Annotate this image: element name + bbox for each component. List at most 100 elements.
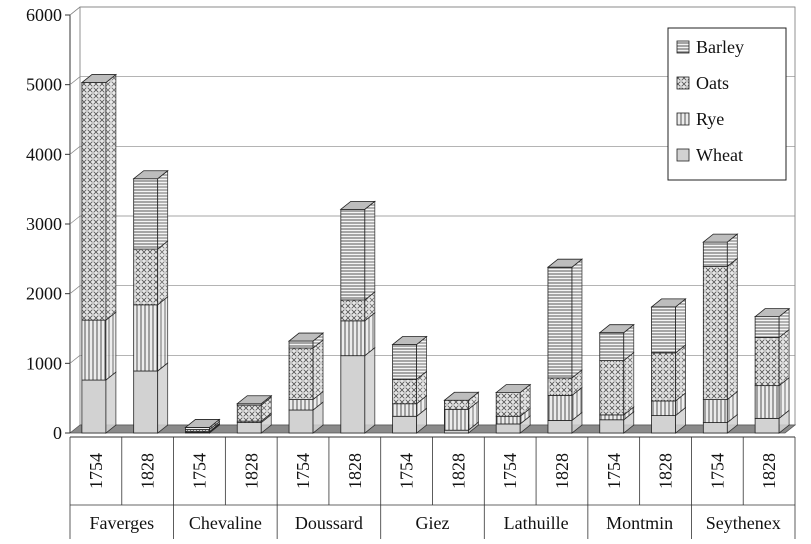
bar-stack (598, 323, 635, 434)
y-tick-label: 0 (53, 423, 62, 443)
bar-segment-rye (702, 399, 728, 423)
y-axis: 0 1000 2000 3000 4000 5000 6000 (26, 5, 70, 443)
floor (68, 424, 797, 434)
bar-segment-wheat (340, 355, 366, 434)
bar-segment-rye (288, 399, 314, 411)
x-group-label: Doussard (295, 513, 363, 533)
x-category-label: 1754 (293, 453, 313, 489)
bar-segment-wheat (236, 422, 262, 434)
bar-segment-oats (651, 352, 676, 402)
bar-stack (546, 258, 584, 434)
y-tick-label: 3000 (26, 214, 62, 234)
bar-segment-rye (495, 415, 521, 425)
bar-segment-oats (443, 399, 469, 410)
x-category-label: 1754 (500, 453, 520, 489)
gridline-side (69, 146, 81, 155)
bar-side-barley (675, 298, 686, 354)
bar-segment-wheat (443, 429, 469, 434)
bar-segment-oats (340, 299, 366, 322)
bar-side-rye (105, 311, 117, 381)
bar-segment-rye (547, 394, 573, 421)
bar-side-barley (571, 258, 583, 379)
bar-segment-oats (392, 378, 418, 405)
gridline-side (69, 6, 81, 16)
bar-segment-rye (133, 304, 159, 372)
bar-segment-rye (340, 320, 366, 357)
bar-side-oats (157, 240, 169, 306)
legend-swatch-barley (676, 40, 690, 54)
bar-top (702, 233, 739, 243)
legend: Barley Oats Rye Wheat (667, 27, 787, 181)
bar-side-oats (623, 351, 635, 416)
bar-segment-oats (236, 404, 262, 422)
x-category-label: 1828 (552, 453, 572, 489)
legend-swatch-rye (676, 112, 690, 126)
legend-label-rye: Rye (696, 109, 724, 129)
x-category-label: 1754 (189, 453, 209, 489)
x-axis: 1754 1828 1754 1828 1754 1828 1754 1828 1754 1828… (69, 436, 796, 539)
bar-segment-wheat (392, 415, 418, 434)
gridline-side (69, 215, 81, 225)
bar-side-wheat (105, 371, 117, 434)
bar-top (236, 395, 273, 405)
bar-top (753, 308, 791, 318)
bar-top (598, 324, 635, 334)
bar-segment-barley (599, 332, 625, 361)
bar-top (650, 298, 687, 308)
bar-segment-wheat (288, 409, 314, 434)
bar-segment-barley (651, 306, 676, 354)
x-category-label: 1754 (707, 453, 727, 489)
bar-side-oats (778, 328, 790, 387)
bar-segment-oats (495, 392, 521, 417)
bar-top (443, 391, 480, 401)
bar-top (287, 332, 325, 342)
bar-segment-rye (443, 408, 469, 431)
bar-side-barley (157, 169, 169, 250)
x-group-label: Chevaline (189, 513, 262, 533)
bar-stack (132, 169, 169, 434)
x-group-label: Montmin (606, 513, 673, 533)
legend-label-wheat: Wheat (696, 145, 743, 165)
bar-stack (80, 73, 118, 434)
bar-segment-wheat (133, 370, 159, 434)
x-category-label: 1754 (397, 453, 417, 489)
y-tick-label: 2000 (26, 284, 62, 304)
bar-segment-barley (288, 340, 314, 349)
bar-segment-barley (547, 266, 573, 379)
bar-stack (339, 200, 376, 434)
bar-segment-oats (754, 337, 780, 387)
bar-segment-oats (81, 82, 107, 321)
y-tick-label: 4000 (26, 144, 62, 164)
y-tick-label: 5000 (26, 75, 62, 95)
bar-stack (287, 332, 325, 434)
bar-segment-barley (133, 178, 159, 250)
bar-top (80, 74, 118, 83)
bar-segment-wheat (81, 379, 107, 434)
x-group-label: Giez (416, 513, 450, 533)
gridline-side (69, 76, 81, 85)
gridline-side (69, 355, 81, 364)
bar-segment-barley (754, 316, 780, 338)
bar-segment-oats (702, 266, 728, 400)
x-group-label: Seythenex (706, 513, 781, 533)
bar-top (495, 384, 532, 393)
bar-segment-rye (392, 403, 418, 417)
bar-side-oats (312, 339, 324, 401)
x-category-label: 1754 (86, 453, 106, 489)
legend-swatch-wheat (676, 148, 690, 162)
legend-swatch-oats (676, 76, 690, 90)
bar-stack (391, 335, 428, 434)
bar-segment-wheat (702, 422, 728, 434)
bar-side-wheat (364, 346, 376, 434)
bar-stack (702, 233, 739, 434)
bar-segment-oats (599, 360, 625, 416)
bar-segment-oats (288, 347, 314, 400)
bar-segment-oats (133, 248, 159, 306)
bar-segment-wheat (599, 419, 625, 434)
bar-top (391, 336, 428, 345)
bar-segment-rye (651, 400, 676, 416)
bar-stack (753, 307, 791, 434)
x-group-label: Lathuille (504, 513, 569, 533)
bar-stack (495, 383, 532, 434)
bar-segment-wheat (495, 423, 521, 434)
